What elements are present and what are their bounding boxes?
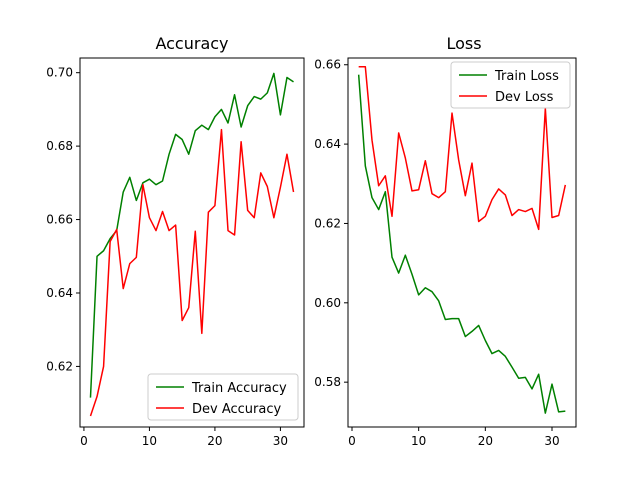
loss-title: Loss [446,34,481,53]
loss-legend-label-dev-loss: Dev Loss [495,90,554,105]
loss-x-tick-label: 20 [478,434,493,448]
loss-y-tick-label: 0.60 [314,296,341,310]
accuracy-y-tick-label: 0.66 [46,213,73,227]
accuracy-x-tick-label: 20 [207,434,222,448]
loss-y-tick-label: 0.66 [314,58,341,72]
accuracy-x-tick-label: 0 [80,434,88,448]
accuracy-legend: Train Accuracy Dev Accuracy [147,373,299,421]
loss-axes-frame [347,57,577,428]
accuracy-series-train-accuracy [89,72,294,398]
loss-x-tick-label: 30 [544,434,559,448]
accuracy-y-tick-label: 0.68 [46,139,73,153]
accuracy-legend-label-train-accuracy: Train Accuracy [191,381,287,396]
accuracy-series-dev-accuracy [89,128,295,417]
accuracy-x-tick-label: 30 [273,434,288,448]
loss-legend-label-train-loss: Train Loss [494,69,559,84]
loss-x-tick-label: 10 [411,434,426,448]
accuracy-legend-box [147,373,299,421]
accuracy-plot-area [89,72,295,417]
loss-y-tick-label: 0.64 [314,137,341,151]
accuracy-legend-label-dev-accuracy: Dev Accuracy [192,402,281,417]
loss-y-tick-label: 0.62 [314,216,341,230]
loss-panel: Loss 0 10 20 30 0.58 0.60 0.62 0.64 0.66 Train L… [314,34,577,448]
loss-legend: Train Loss Dev Loss [450,61,571,109]
loss-series-dev-loss [358,65,567,231]
loss-y-tick-label: 0.58 [314,375,341,389]
accuracy-title: Accuracy [155,34,228,53]
loss-series-train-loss [357,74,566,414]
loss-plot-area [357,65,567,414]
loss-ticks: 0 10 20 30 0.58 0.60 0.62 0.64 0.66 [314,58,559,448]
accuracy-axes-frame [79,57,305,428]
loss-x-tick-label: 0 [348,434,356,448]
accuracy-panel: Accuracy 0 10 20 30 0.62 0.64 0.66 0.68 0.70 Tra… [46,34,305,448]
accuracy-y-tick-label: 0.70 [46,66,73,80]
accuracy-ticks: 0 10 20 30 0.62 0.64 0.66 0.68 0.70 [46,66,288,448]
accuracy-y-tick-label: 0.64 [46,286,73,300]
accuracy-y-tick-label: 0.62 [46,359,73,373]
accuracy-x-tick-label: 10 [142,434,157,448]
